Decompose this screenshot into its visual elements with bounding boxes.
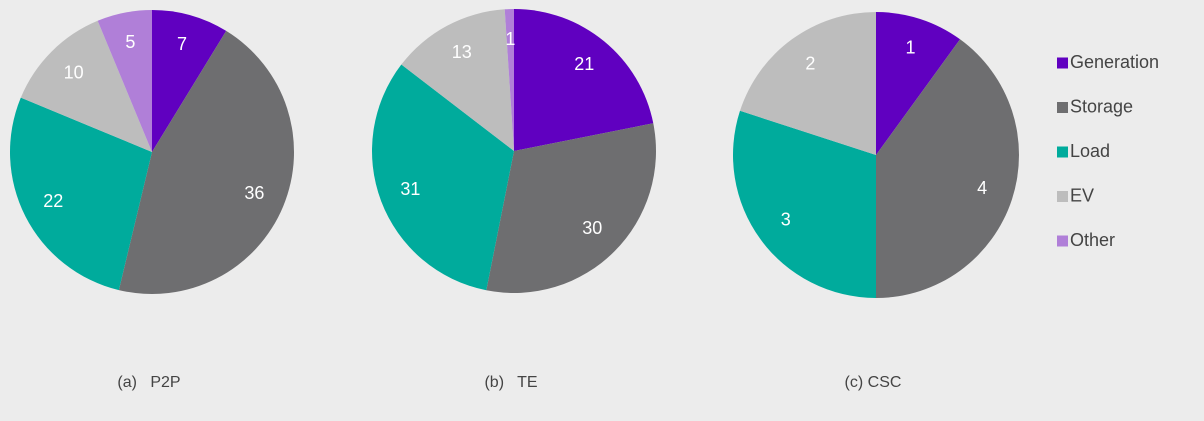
chart-caption: (a) P2P <box>117 374 180 391</box>
data-label: 7 <box>177 34 187 54</box>
legend-label: EV <box>1070 185 1094 205</box>
pie-slice <box>97 10 152 152</box>
legend-swatch <box>1057 235 1068 247</box>
data-label: 22 <box>43 191 63 211</box>
data-label: 1 <box>905 38 915 58</box>
pie-slice <box>739 12 876 155</box>
data-label: 30 <box>582 218 602 238</box>
data-label: 4 <box>977 178 987 198</box>
data-label: 1 <box>505 29 515 49</box>
pie-slice <box>514 9 654 151</box>
legend-swatch <box>1057 57 1068 69</box>
chart-caption: (c) CSC <box>845 374 902 391</box>
legend-label: Generation <box>1070 52 1159 72</box>
data-label: 31 <box>400 179 420 199</box>
legend-label: Load <box>1070 141 1110 161</box>
pie-slice <box>20 20 152 152</box>
pie-slice <box>9 97 152 291</box>
pie-slice <box>486 123 656 293</box>
legend-swatch <box>1057 146 1068 158</box>
legend-label: Storage <box>1070 96 1133 116</box>
pie-slice <box>401 9 514 152</box>
pie-slice <box>152 10 227 152</box>
data-label: 10 <box>64 62 84 82</box>
pie-slice <box>876 12 961 155</box>
pie-slice <box>118 30 295 294</box>
pie-slice <box>876 39 1019 298</box>
pie-slice <box>732 110 876 298</box>
legend-swatch <box>1057 191 1068 202</box>
data-label: 36 <box>244 183 264 203</box>
data-label: 5 <box>125 32 135 52</box>
data-label: 21 <box>574 54 594 74</box>
chart-caption: (b) TE <box>484 374 537 391</box>
pie-slice <box>504 9 514 151</box>
data-label: 13 <box>452 42 472 62</box>
pie-slice <box>372 64 514 291</box>
data-label: 2 <box>805 54 815 74</box>
legend-swatch <box>1057 102 1068 113</box>
data-label: 3 <box>781 209 791 229</box>
legend-label: Other <box>1070 230 1115 250</box>
